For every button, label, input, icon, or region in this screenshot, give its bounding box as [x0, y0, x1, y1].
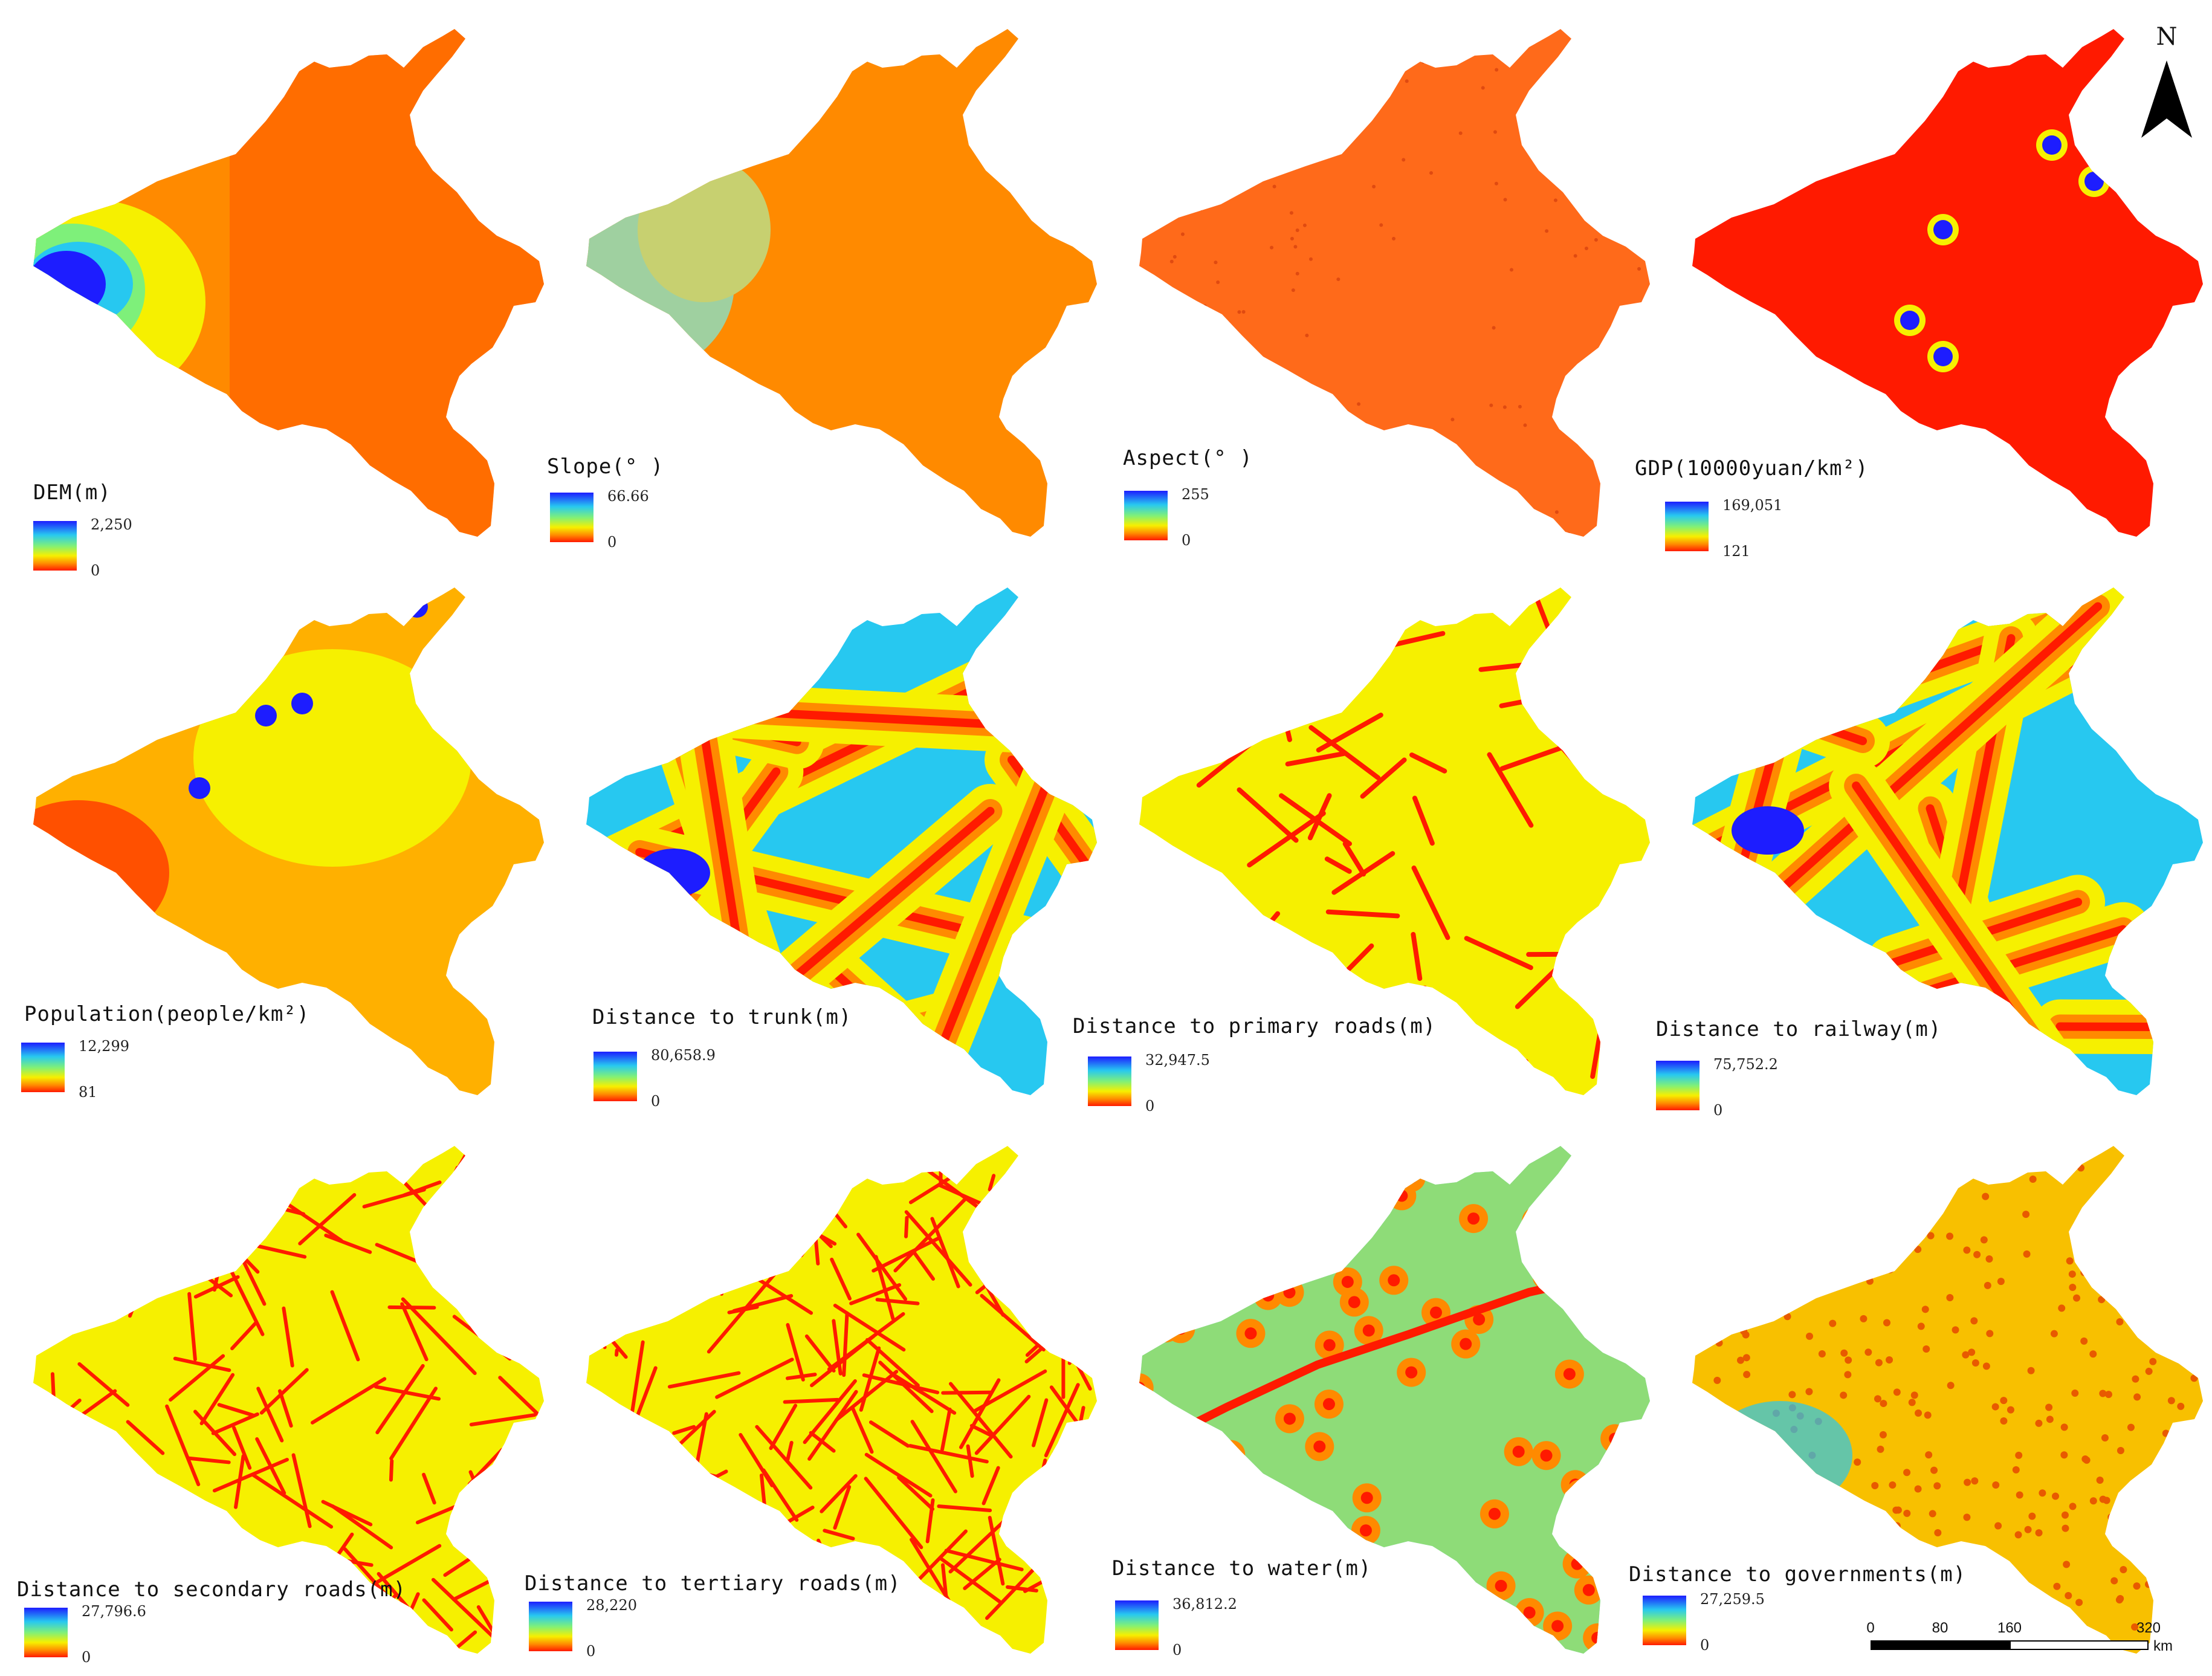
legend-swatch-dem	[33, 521, 77, 571]
scale-unit: km	[2153, 1638, 2173, 1654]
legend-swatch-trunk	[593, 1052, 637, 1101]
scale-tick-0: 0	[1866, 1620, 1875, 1636]
scale-tick-80: 80	[1932, 1620, 1948, 1636]
north-arrow-label: N	[2156, 23, 2178, 51]
map-title-primary: Distance to primary roads(m)	[1073, 1014, 1437, 1038]
scale-tick-160: 160	[1997, 1620, 2022, 1636]
legend-swatch-water	[1115, 1600, 1159, 1650]
map-title-water: Distance to water(m)	[1112, 1556, 1372, 1581]
legend-min-railway: 0	[1713, 1102, 1723, 1119]
map-title-aspect: Aspect(° )	[1123, 446, 1253, 470]
map-dem	[33, 29, 544, 537]
map-gdp	[1692, 29, 2203, 537]
map-title-governments: Distance to governments(m)	[1629, 1562, 1967, 1587]
legend-swatch-primary	[1088, 1056, 1131, 1106]
legend-swatch-railway	[1656, 1061, 1699, 1110]
legend-max-gdp: 169,051	[1722, 497, 1783, 514]
map-title-secondary: Distance to secondary roads(m)	[17, 1577, 407, 1602]
map-panel-railway	[1659, 558, 2212, 1117]
map-panel-slope	[553, 0, 1106, 558]
legend-max-railway: 75,752.2	[1713, 1056, 1778, 1073]
map-title-population: Population(people/km²)	[24, 1002, 310, 1026]
legend-swatch-secondary	[24, 1608, 68, 1657]
legend-min-secondary: 0	[82, 1649, 91, 1666]
north-arrow-icon	[2141, 60, 2192, 138]
legend-max-trunk: 80,658.9	[651, 1047, 716, 1064]
legend-max-tertiary: 28,220	[586, 1597, 637, 1614]
map-panel-dem	[0, 0, 553, 558]
legend-swatch-governments	[1643, 1596, 1686, 1645]
map-title-slope: Slope(° )	[547, 455, 664, 479]
scale-tick-320: 320	[2136, 1620, 2161, 1636]
legend-min-population: 81	[79, 1084, 97, 1101]
legend-max-governments: 27,259.5	[1700, 1591, 1765, 1608]
map-panel-tertiary	[553, 1117, 1106, 1675]
map-slope	[586, 29, 1097, 537]
legend-min-water: 0	[1172, 1642, 1182, 1658]
legend-min-tertiary: 0	[586, 1643, 596, 1660]
map-title-gdp: GDP(10000yuan/km²)	[1635, 456, 1869, 480]
legend-min-gdp: 121	[1722, 543, 1750, 560]
legend-max-primary: 32,947.5	[1145, 1052, 1210, 1069]
map-panel-water	[1106, 1117, 1659, 1675]
legend-min-governments: 0	[1700, 1637, 1710, 1654]
legend-swatch-slope	[550, 493, 593, 542]
legend-min-primary: 0	[1145, 1098, 1155, 1115]
legend-min-aspect: 0	[1182, 532, 1191, 549]
map-title-dem: DEM(m)	[33, 480, 111, 505]
map-aspect	[1139, 29, 1650, 537]
legend-max-slope: 66.66	[607, 488, 649, 505]
map-primary	[1139, 587, 1650, 1095]
scale-segment-1	[1871, 1640, 1940, 1650]
map-panel-secondary	[0, 1117, 553, 1675]
map-population	[33, 587, 544, 1095]
legend-min-slope: 0	[607, 534, 617, 551]
map-water	[1139, 1146, 1650, 1654]
map-panel-primary	[1106, 558, 1659, 1117]
legend-max-secondary: 27,796.6	[82, 1603, 146, 1620]
legend-min-trunk: 0	[651, 1093, 661, 1110]
map-title-trunk: Distance to trunk(m)	[592, 1005, 852, 1029]
map-panel-governments	[1659, 1117, 2212, 1675]
map-panel-gdp	[1659, 0, 2212, 558]
scale-segment-3	[2010, 1640, 2149, 1650]
map-railway	[1692, 587, 2203, 1095]
map-tertiary	[586, 1146, 1097, 1654]
legend-max-water: 36,812.2	[1172, 1596, 1237, 1613]
map-panel-trunk	[553, 558, 1106, 1117]
legend-max-aspect: 255	[1182, 486, 1209, 503]
legend-swatch-gdp	[1665, 502, 1709, 551]
map-panel-aspect	[1106, 0, 1659, 558]
map-panel-population	[0, 558, 553, 1117]
legend-swatch-aspect	[1124, 491, 1168, 540]
map-title-railway: Distance to railway(m)	[1656, 1017, 1942, 1041]
map-governments	[1692, 1146, 2203, 1654]
legend-swatch-population	[21, 1043, 65, 1092]
map-secondary	[33, 1146, 544, 1654]
legend-min-dem: 0	[91, 562, 100, 579]
scale-segment-2	[1940, 1640, 2010, 1650]
scale-bar: 0 80 160 320 km	[1864, 1620, 2179, 1668]
legend-swatch-tertiary	[529, 1602, 572, 1651]
north-arrow: N	[2136, 23, 2197, 144]
legend-max-dem: 2,250	[91, 516, 132, 533]
map-title-tertiary: Distance to tertiary roads(m)	[525, 1571, 901, 1596]
map-trunk	[586, 587, 1097, 1095]
legend-max-population: 12,299	[79, 1038, 129, 1055]
